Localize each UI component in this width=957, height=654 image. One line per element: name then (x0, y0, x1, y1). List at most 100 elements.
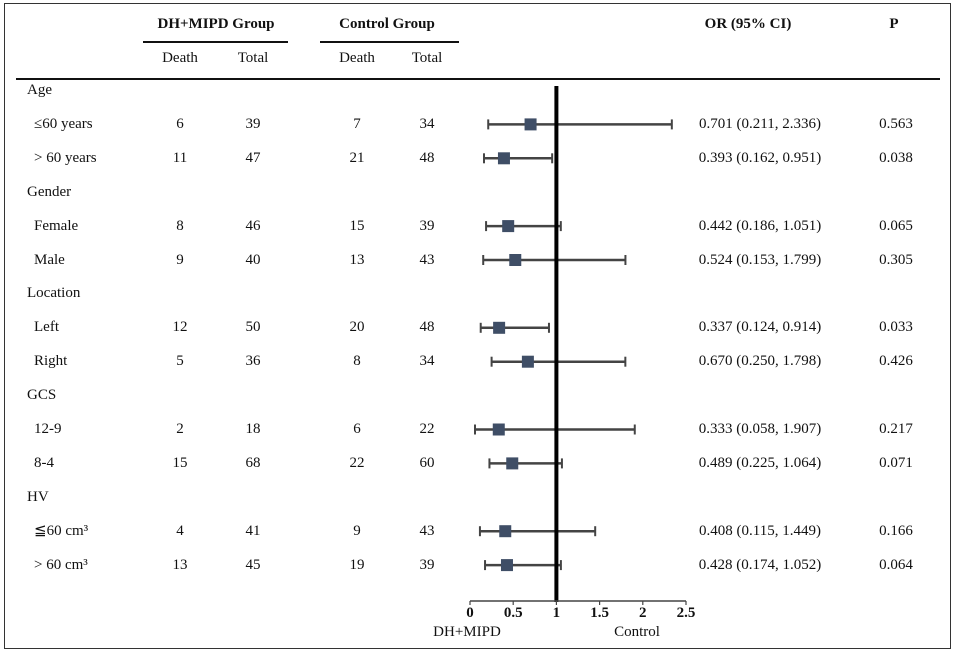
g2-death-cell: 7 (353, 115, 361, 132)
p-value-cell: 0.217 (879, 421, 913, 437)
or-marker (492, 423, 505, 436)
g1-death-cell: 8 (176, 217, 184, 234)
p-value-cell: 0.166 (879, 522, 913, 539)
g1-total-cell: 18 (245, 421, 261, 437)
row-label: > 60 cm³ (34, 556, 88, 573)
group2-underline (320, 41, 459, 43)
or-marker (500, 559, 513, 572)
or-marker (524, 118, 537, 131)
row-label: ≦60 cm³ (34, 522, 89, 539)
x-tick-label: 1 (553, 605, 561, 621)
g1-death-cell: 13 (172, 556, 188, 573)
g1-total-cell: 39 (245, 115, 261, 132)
or-ci-cell: 0.337 (0.124, 0.914) (698, 319, 822, 336)
g2-death-cell: 21 (349, 149, 365, 166)
g2-death-cell: 15 (349, 217, 365, 234)
p-value-cell: 0.426 (879, 353, 913, 370)
right-favor-label: Control (614, 624, 660, 640)
p-header: P (889, 16, 899, 32)
left-favor-label: DH+MIPD (433, 624, 501, 640)
subgroup-header: Gender (27, 183, 72, 200)
g1-total-cell: 41 (245, 522, 261, 539)
g2-total-cell: 43 (419, 522, 435, 539)
p-value-cell: 0.305 (879, 251, 913, 268)
g2-death-cell: 9 (353, 522, 361, 539)
g1-total-cell: 40 (245, 251, 261, 268)
subgroup-header: GCS (27, 387, 57, 404)
or-marker (493, 321, 506, 334)
subgroup-header: Location (27, 285, 81, 302)
g2-total-cell: 34 (419, 353, 435, 370)
row-label: Right (34, 353, 68, 370)
or-header: OR (95% CI) (704, 16, 792, 32)
g1-total-cell: 50 (245, 319, 261, 336)
g1-total-header: Total (237, 50, 269, 66)
g2-death-cell: 22 (349, 454, 365, 471)
g2-total-cell: 48 (419, 149, 435, 166)
p-value-cell: 0.033 (879, 319, 913, 336)
row-label: > 60 years (34, 149, 97, 166)
group1-underline (143, 41, 288, 43)
g2-death-header: Death (339, 50, 375, 66)
group2-header: Control Group (339, 16, 435, 32)
g2-death-cell: 19 (349, 556, 365, 573)
g2-total-cell: 48 (419, 319, 435, 336)
g2-death-cell: 6 (353, 421, 361, 437)
p-value-cell: 0.064 (879, 556, 913, 573)
or-marker (499, 525, 512, 538)
or-marker (502, 220, 515, 233)
or-marker (521, 355, 534, 368)
x-tick-label: 1.5 (590, 605, 609, 621)
g1-death-cell: 2 (176, 421, 184, 437)
g1-death-cell: 9 (176, 251, 184, 268)
or-ci-cell: 0.489 (0.225, 1.064) (698, 454, 822, 471)
row-label: ≤60 years (34, 115, 93, 132)
g2-total-cell: 60 (419, 454, 435, 471)
row-label: Female (34, 217, 79, 234)
or-ci-cell: 0.442 (0.186, 1.051) (698, 217, 822, 234)
or-ci-cell: 0.393 (0.162, 0.951) (698, 149, 822, 166)
or-ci-cell: 0.524 (0.153, 1.799) (698, 251, 822, 268)
row-label: 12-9 (34, 421, 62, 437)
or-marker (506, 457, 519, 470)
figure-frame (4, 3, 951, 649)
g2-total-cell: 39 (419, 217, 435, 234)
g2-total-cell: 22 (419, 421, 435, 437)
group1-header: DH+MIPD Group (157, 16, 275, 32)
g2-total-header: Total (411, 50, 443, 66)
g1-death-header: Death (162, 50, 198, 66)
row-label: Left (34, 319, 59, 336)
g1-death-cell: 4 (176, 522, 184, 539)
g1-death-cell: 6 (176, 115, 184, 132)
g2-total-cell: 43 (419, 251, 435, 268)
or-ci-cell: 0.428 (0.174, 1.052) (698, 556, 822, 573)
row-label: Male (34, 251, 65, 268)
or-marker (509, 254, 522, 266)
p-value-cell: 0.563 (879, 115, 913, 132)
g1-death-cell: 5 (176, 353, 184, 370)
header-rule (16, 78, 940, 80)
g1-total-cell: 36 (245, 353, 261, 370)
p-value-cell: 0.071 (879, 454, 913, 471)
g1-death-cell: 11 (172, 149, 188, 166)
g2-total-cell: 34 (419, 115, 435, 132)
p-value-cell: 0.065 (879, 217, 913, 234)
g1-death-cell: 15 (172, 454, 188, 471)
g1-total-cell: 45 (245, 556, 261, 573)
g1-total-cell: 47 (245, 149, 261, 166)
or-ci-cell: 0.701 (0.211, 2.336) (699, 115, 821, 132)
g2-death-cell: 20 (349, 319, 365, 336)
or-marker (497, 152, 510, 165)
p-value-cell: 0.038 (879, 149, 913, 166)
x-tick-label: 0.5 (504, 605, 523, 621)
row-label: 8-4 (34, 454, 54, 471)
g2-death-cell: 8 (353, 353, 361, 370)
g2-death-cell: 13 (349, 251, 365, 268)
subgroup-header: HV (27, 488, 49, 505)
subgroup-header: Age (27, 82, 52, 98)
or-ci-cell: 0.408 (0.115, 1.449) (699, 522, 821, 539)
x-tick-label: 0 (466, 605, 474, 621)
g1-total-cell: 68 (245, 454, 261, 471)
x-tick-label: 2.5 (677, 605, 696, 621)
